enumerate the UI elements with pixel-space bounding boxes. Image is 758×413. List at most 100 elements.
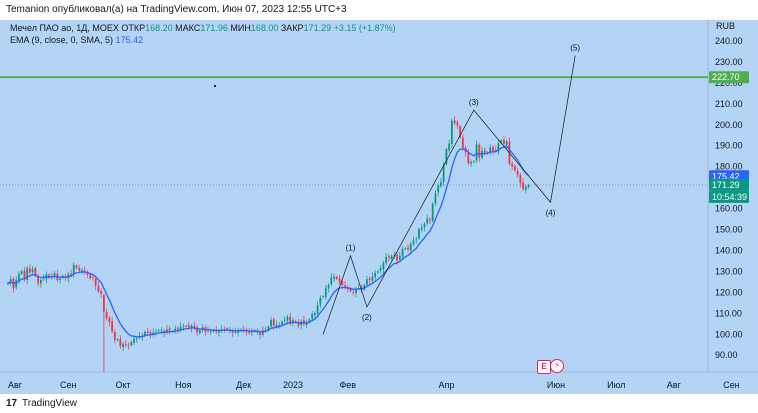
candle-body[interactable] bbox=[283, 319, 286, 321]
candle-body[interactable] bbox=[207, 330, 209, 332]
candle-body[interactable] bbox=[500, 140, 503, 143]
candle-body[interactable] bbox=[261, 330, 264, 335]
candle-body[interactable] bbox=[39, 279, 42, 284]
candle-body[interactable] bbox=[431, 203, 434, 221]
candle-body[interactable] bbox=[209, 331, 212, 333]
candle-body[interactable] bbox=[390, 255, 393, 259]
candle-body[interactable] bbox=[442, 164, 445, 183]
candle-body[interactable] bbox=[382, 262, 385, 270]
candle-body[interactable] bbox=[174, 328, 177, 332]
candle-body[interactable] bbox=[387, 256, 390, 259]
candle-body[interactable] bbox=[133, 338, 135, 343]
candle-body[interactable] bbox=[86, 273, 89, 275]
candle-body[interactable] bbox=[122, 343, 124, 347]
candle-body[interactable] bbox=[426, 218, 429, 224]
candle-body[interactable] bbox=[377, 271, 379, 273]
candle-body[interactable] bbox=[352, 292, 355, 293]
candle-body[interactable] bbox=[456, 122, 459, 126]
candle-body[interactable] bbox=[324, 288, 327, 297]
candle-body[interactable] bbox=[270, 320, 272, 327]
candle-body[interactable] bbox=[434, 193, 437, 204]
candle-body[interactable] bbox=[275, 324, 278, 327]
candle-body[interactable] bbox=[322, 296, 324, 298]
candle-body[interactable] bbox=[193, 325, 196, 328]
candle-body[interactable] bbox=[111, 321, 114, 332]
flash-icon[interactable]: ⚡ bbox=[550, 359, 564, 373]
candle-body[interactable] bbox=[179, 326, 182, 331]
candle-body[interactable] bbox=[53, 273, 56, 276]
candle-body[interactable] bbox=[344, 285, 346, 288]
candle-body[interactable] bbox=[366, 279, 368, 285]
candle-body[interactable] bbox=[522, 182, 525, 189]
candle-body[interactable] bbox=[292, 320, 294, 323]
candle-body[interactable] bbox=[119, 338, 122, 347]
candle-body[interactable] bbox=[303, 320, 305, 325]
candle-body[interactable] bbox=[264, 329, 267, 331]
candle-body[interactable] bbox=[100, 290, 103, 295]
candle-body[interactable] bbox=[429, 219, 431, 221]
candle-body[interactable] bbox=[105, 311, 108, 319]
candle-body[interactable] bbox=[327, 284, 330, 289]
candle-body[interactable] bbox=[160, 330, 163, 332]
candle-body[interactable] bbox=[70, 273, 72, 276]
candle-body[interactable] bbox=[229, 330, 231, 332]
candle-body[interactable] bbox=[259, 331, 261, 336]
candle-body[interactable] bbox=[190, 325, 193, 328]
candle-body[interactable] bbox=[385, 257, 388, 263]
candle-body[interactable] bbox=[146, 331, 149, 333]
candle-body[interactable] bbox=[182, 326, 185, 328]
candle-body[interactable] bbox=[450, 120, 453, 144]
tradingview-logo-icon[interactable]: 17 bbox=[6, 398, 18, 409]
candle-body[interactable] bbox=[527, 184, 530, 188]
candle-body[interactable] bbox=[237, 330, 240, 333]
candle-body[interactable] bbox=[278, 324, 281, 326]
candle-body[interactable] bbox=[42, 278, 45, 280]
candle-body[interactable] bbox=[185, 326, 187, 327]
candle-body[interactable] bbox=[196, 327, 198, 333]
ema-label[interactable]: EMA (9, close, 0, SMA, 5) bbox=[10, 35, 114, 45]
tradingview-brand[interactable]: TradingView bbox=[22, 398, 78, 409]
candle-body[interactable] bbox=[311, 314, 314, 319]
candle-body[interactable] bbox=[401, 249, 404, 257]
candle-body[interactable] bbox=[78, 268, 81, 271]
hline-price-tag[interactable] bbox=[709, 71, 749, 84]
candle-body[interactable] bbox=[113, 331, 116, 340]
candle-body[interactable] bbox=[59, 278, 61, 281]
candle-body[interactable] bbox=[470, 162, 472, 164]
candle-body[interactable] bbox=[396, 254, 398, 261]
candle-body[interactable] bbox=[423, 224, 426, 228]
candle-body[interactable] bbox=[168, 328, 171, 331]
candle-body[interactable] bbox=[407, 247, 409, 250]
candle-body[interactable] bbox=[481, 150, 483, 158]
candle-body[interactable] bbox=[516, 171, 519, 176]
candle-body[interactable] bbox=[467, 153, 470, 164]
candle-body[interactable] bbox=[116, 339, 119, 341]
candle-body[interactable] bbox=[15, 280, 18, 288]
candle-body[interactable] bbox=[242, 329, 245, 331]
candle-body[interactable] bbox=[524, 186, 527, 190]
candle-body[interactable] bbox=[234, 331, 237, 333]
candle-body[interactable] bbox=[250, 330, 253, 333]
candle-body[interactable] bbox=[157, 330, 160, 331]
candle-body[interactable] bbox=[37, 277, 40, 284]
candle-body[interactable] bbox=[231, 330, 234, 333]
candle-body[interactable] bbox=[316, 305, 319, 314]
candle-body[interactable] bbox=[415, 239, 418, 241]
candle-body[interactable] bbox=[48, 274, 50, 278]
price-chart[interactable]: RUB240.00230.00220.00210.00200.00190.001… bbox=[0, 20, 758, 394]
candle-body[interactable] bbox=[511, 163, 514, 167]
candle-body[interactable] bbox=[349, 288, 352, 292]
candle-body[interactable] bbox=[335, 276, 338, 279]
candle-body[interactable] bbox=[108, 317, 111, 323]
elliott-wave-path[interactable] bbox=[322, 55, 576, 335]
candle-body[interactable] bbox=[341, 281, 344, 285]
candle-body[interactable] bbox=[272, 319, 275, 326]
candle-body[interactable] bbox=[409, 243, 412, 251]
candle-body[interactable] bbox=[519, 175, 522, 184]
candle-body[interactable] bbox=[97, 285, 100, 292]
candle-body[interactable] bbox=[453, 120, 456, 124]
candle-body[interactable] bbox=[338, 278, 341, 283]
candle-body[interactable] bbox=[363, 284, 366, 290]
candle-body[interactable] bbox=[267, 326, 270, 331]
candle-body[interactable] bbox=[34, 267, 37, 277]
